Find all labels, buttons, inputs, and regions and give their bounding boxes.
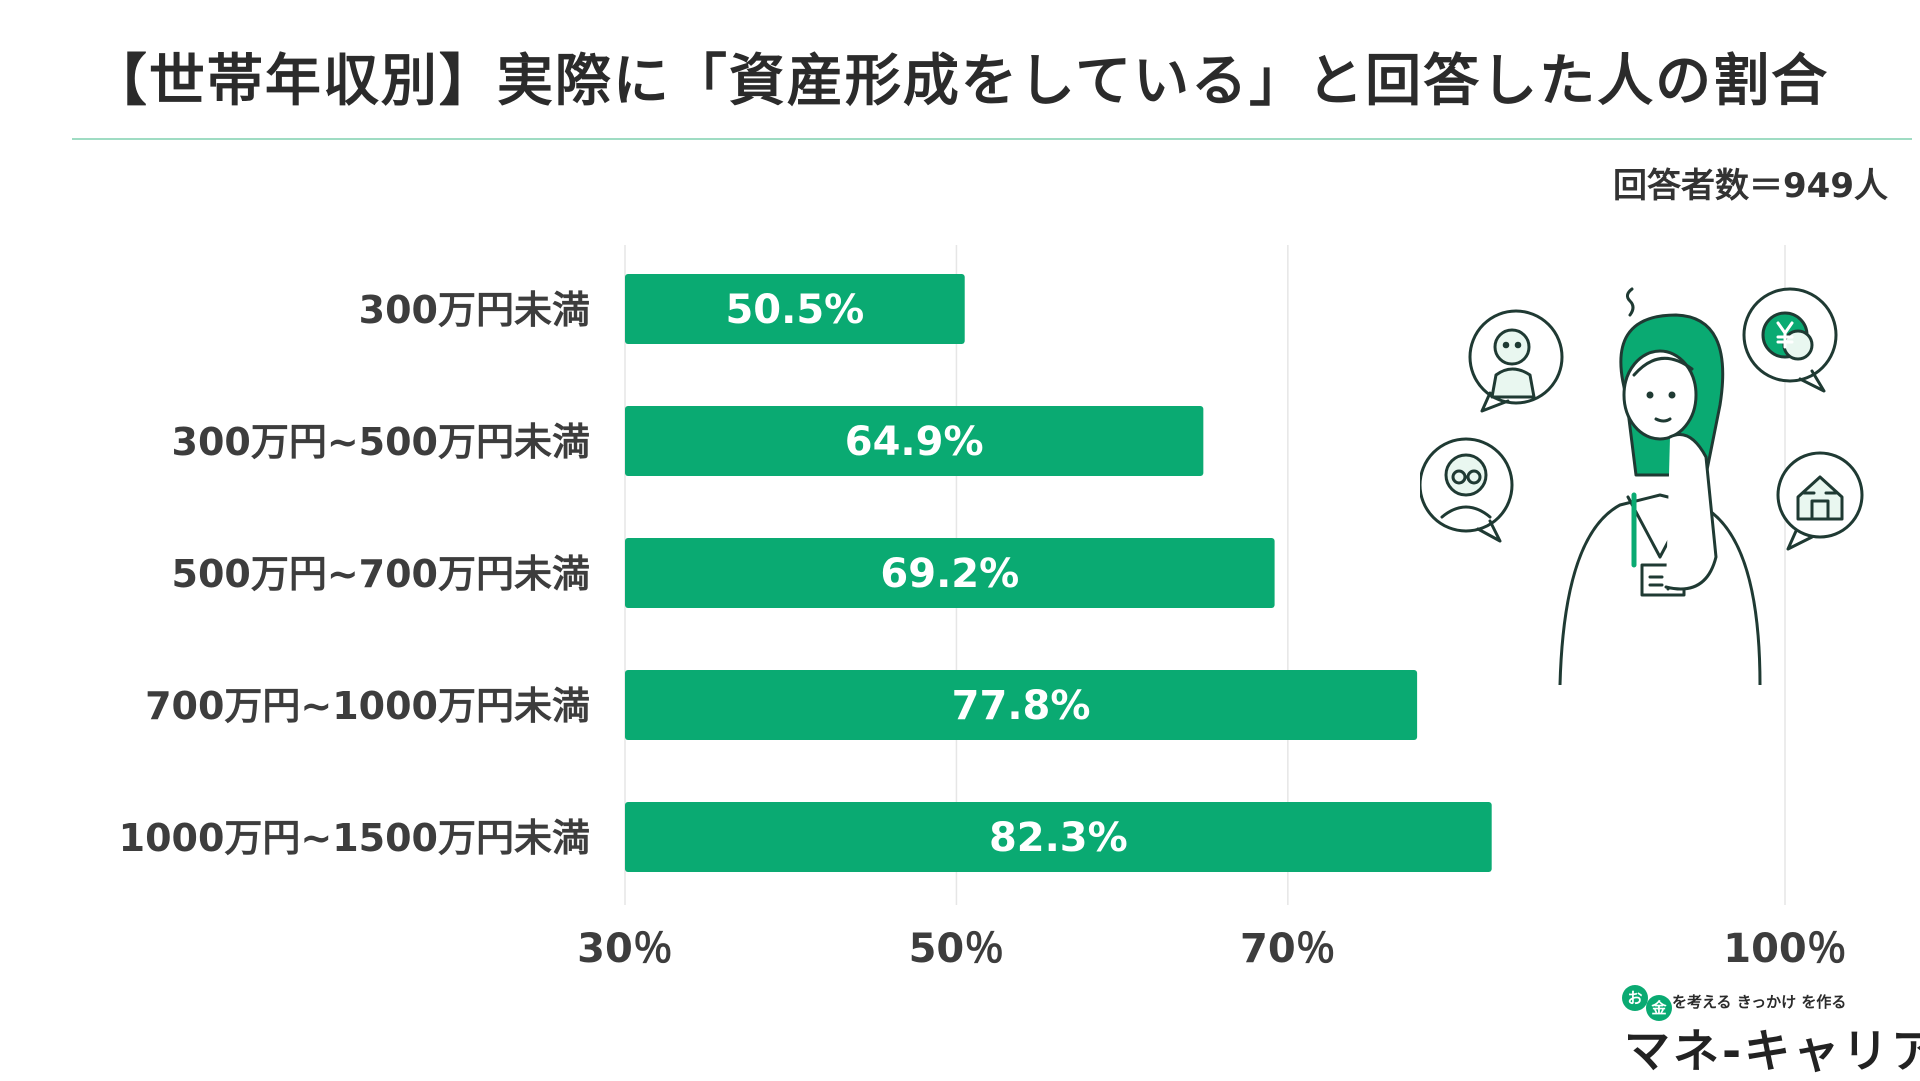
x-tick-label: 100％ xyxy=(1723,926,1847,972)
logo-tagline: を考える きっかけ を作る xyxy=(1672,993,1847,1011)
bar xyxy=(625,274,965,344)
elderly-person-icon xyxy=(1420,437,1514,543)
yen-coin-icon xyxy=(1742,287,1838,393)
title-divider xyxy=(72,138,1912,140)
house-icon xyxy=(1776,451,1864,551)
chart-title: 【世帯年収別】実際に「資産形成をしている」と回答した人の割合 xyxy=(90,49,1830,114)
category-label: 700万円~1000万円未満 xyxy=(145,684,590,728)
bar-value-label: 69.2% xyxy=(880,551,1019,597)
bar xyxy=(625,406,1204,476)
logo-dot-kin: 金 xyxy=(1646,995,1672,1021)
bar xyxy=(625,538,1275,608)
x-tick-label: 30％ xyxy=(577,926,673,972)
brand-logo: お 金 を考える きっかけ を作る マネ-キャリア xyxy=(1618,985,1920,1078)
baby-icon xyxy=(1468,309,1564,413)
x-tick-label: 50％ xyxy=(909,926,1005,972)
bar-value-label: 82.3% xyxy=(989,815,1128,861)
bar-value-label: 64.9% xyxy=(845,419,984,465)
category-label: 300万円未満 xyxy=(359,288,590,332)
category-label: 500万円~700万円未満 xyxy=(172,552,590,596)
bar xyxy=(625,802,1492,872)
bar xyxy=(625,670,1418,740)
logo-name: マネ-キャリア xyxy=(1624,1024,1920,1078)
category-label: 300万円~500万円未満 xyxy=(172,420,590,464)
bar-value-label: 77.8% xyxy=(952,683,1091,729)
category-label: 1000万円~1500万円未満 xyxy=(119,816,590,860)
illustration xyxy=(1420,287,1864,685)
bar-value-label: 50.5% xyxy=(725,287,864,333)
respondents-count: 回答者数＝949人 xyxy=(1613,166,1888,206)
thinking-woman-icon xyxy=(1558,287,1762,685)
logo-dot-o: お xyxy=(1622,985,1648,1011)
x-tick-label: 70％ xyxy=(1240,926,1336,972)
